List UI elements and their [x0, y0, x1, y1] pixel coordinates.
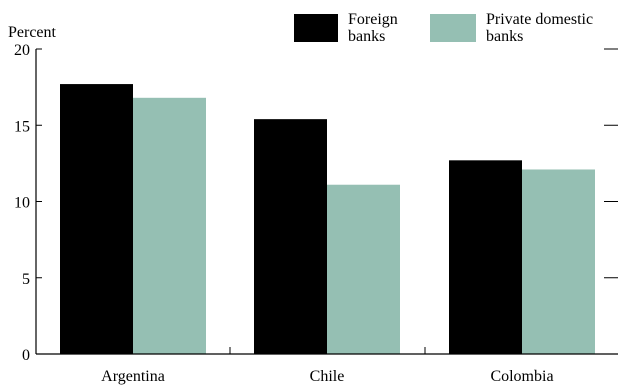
axes: 0 5 10 15 20 Argentina Chile Colombia [14, 42, 618, 385]
bar-colombia-private-domestic-banks [522, 169, 595, 354]
y-axis-label: Percent [8, 24, 57, 41]
legend-label-2-line-2: banks [486, 28, 523, 45]
bar-argentina-foreign-banks [60, 84, 133, 354]
y-tick-label-5: 5 [22, 271, 30, 288]
y-tick-label-20: 20 [14, 42, 30, 59]
x-tick-label-argentina: Argentina [101, 368, 165, 385]
y-tick-label-15: 15 [14, 118, 30, 135]
bar-argentina-private-domestic-banks [133, 97, 206, 355]
y-tick-label-10: 10 [14, 195, 30, 212]
x-tick-label-colombia: Colombia [490, 368, 553, 385]
legend-swatch-1 [294, 14, 338, 42]
bars [60, 84, 595, 355]
legend-label-1-line-2: banks [348, 28, 385, 45]
bar-colombia-foreign-banks [449, 160, 522, 354]
y-tick-label-0: 0 [22, 347, 30, 364]
legend-label-2-line-1: Private domestic [486, 11, 593, 28]
bar-chile-private-domestic-banks [327, 184, 400, 354]
legend-swatch-2 [430, 14, 476, 42]
x-tick-label-chile: Chile [310, 368, 345, 385]
bar-chile-foreign-banks [254, 119, 327, 355]
legend-label-1-line-1: Foreign [348, 11, 398, 28]
